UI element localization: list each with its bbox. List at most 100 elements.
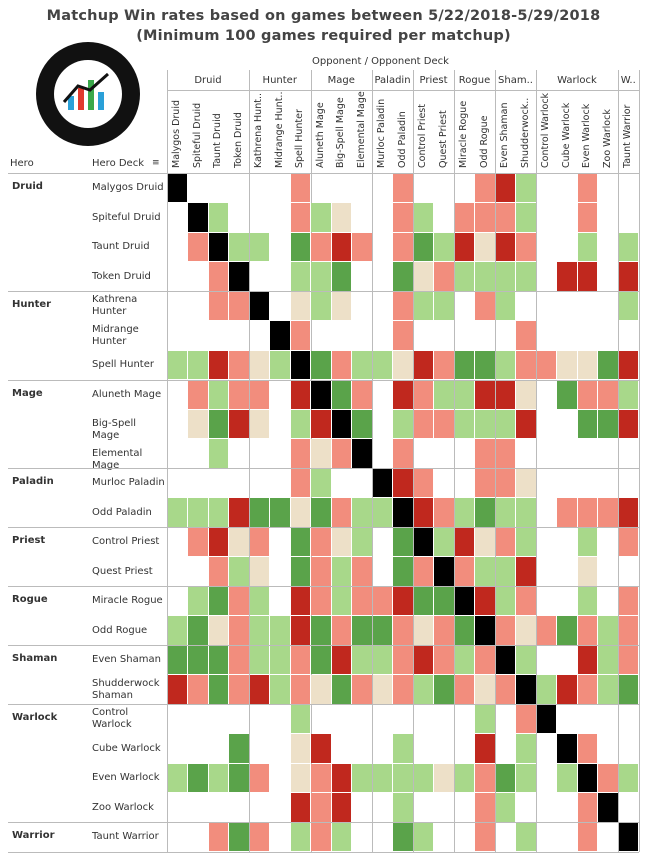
matchup-cell[interactable] — [536, 350, 556, 379]
matchup-cell[interactable] — [167, 763, 187, 792]
matchup-cell[interactable] — [577, 793, 597, 822]
matchup-cell[interactable] — [311, 498, 331, 527]
matchup-cell[interactable] — [434, 645, 454, 674]
matchup-cell[interactable] — [413, 557, 433, 586]
matchup-cell[interactable] — [598, 793, 618, 822]
matchup-cell[interactable] — [475, 586, 495, 615]
matchup-cell[interactable] — [208, 498, 228, 527]
matchup-cell[interactable] — [311, 439, 331, 468]
matchup-cell[interactable] — [516, 704, 536, 733]
matchup-cell[interactable] — [393, 645, 413, 674]
matchup-cell[interactable] — [188, 763, 208, 792]
matchup-cell[interactable] — [188, 498, 208, 527]
matchup-cell[interactable] — [598, 409, 618, 438]
matchup-cell[interactable] — [311, 557, 331, 586]
matchup-cell[interactable] — [393, 262, 413, 291]
matchup-cell[interactable] — [331, 586, 351, 615]
matchup-cell[interactable] — [208, 586, 228, 615]
matchup-cell[interactable] — [331, 203, 351, 232]
matchup-cell[interactable] — [475, 409, 495, 438]
matchup-cell[interactable] — [434, 527, 454, 556]
matchup-cell[interactable] — [454, 557, 474, 586]
matchup-cell[interactable] — [495, 793, 515, 822]
matchup-cell[interactable] — [331, 409, 351, 438]
matchup-cell[interactable] — [331, 350, 351, 379]
matchup-cell[interactable] — [229, 350, 249, 379]
matchup-cell[interactable] — [229, 557, 249, 586]
matchup-cell[interactable] — [311, 734, 331, 763]
matchup-cell[interactable] — [454, 498, 474, 527]
matchup-cell[interactable] — [454, 203, 474, 232]
matchup-cell[interactable] — [311, 763, 331, 792]
matchup-cell[interactable] — [249, 350, 269, 379]
matchup-cell[interactable] — [290, 173, 310, 202]
matchup-cell[interactable] — [208, 439, 228, 468]
matchup-cell[interactable] — [311, 291, 331, 320]
matchup-cell[interactable] — [393, 586, 413, 615]
matchup-cell[interactable] — [475, 232, 495, 261]
matchup-cell[interactable] — [495, 439, 515, 468]
matchup-cell[interactable] — [208, 350, 228, 379]
matchup-cell[interactable] — [208, 262, 228, 291]
matchup-cell[interactable] — [229, 527, 249, 556]
matchup-cell[interactable] — [413, 498, 433, 527]
matchup-cell[interactable] — [516, 409, 536, 438]
matchup-cell[interactable] — [352, 557, 372, 586]
matchup-cell[interactable] — [454, 616, 474, 645]
matchup-cell[interactable] — [249, 527, 269, 556]
matchup-cell[interactable] — [393, 439, 413, 468]
matchup-cell[interactable] — [331, 793, 351, 822]
matchup-cell[interactable] — [270, 498, 290, 527]
matchup-cell[interactable] — [208, 527, 228, 556]
matchup-cell[interactable] — [290, 822, 310, 851]
matchup-cell[interactable] — [475, 734, 495, 763]
matchup-cell[interactable] — [352, 616, 372, 645]
matchup-cell[interactable] — [598, 616, 618, 645]
matchup-cell[interactable] — [618, 350, 638, 379]
matchup-cell[interactable] — [577, 409, 597, 438]
matchup-cell[interactable] — [188, 527, 208, 556]
matchup-cell[interactable] — [249, 763, 269, 792]
matchup-cell[interactable] — [311, 232, 331, 261]
matchup-cell[interactable] — [618, 291, 638, 320]
matchup-cell[interactable] — [413, 527, 433, 556]
matchup-cell[interactable] — [393, 409, 413, 438]
matchup-cell[interactable] — [290, 468, 310, 497]
matchup-cell[interactable] — [393, 675, 413, 704]
matchup-cell[interactable] — [577, 586, 597, 615]
matchup-cell[interactable] — [393, 616, 413, 645]
matchup-cell[interactable] — [311, 527, 331, 556]
matchup-cell[interactable] — [475, 350, 495, 379]
matchup-cell[interactable] — [454, 262, 474, 291]
matchup-cell[interactable] — [434, 557, 454, 586]
matchup-cell[interactable] — [434, 380, 454, 409]
matchup-cell[interactable] — [516, 557, 536, 586]
matchup-cell[interactable] — [249, 586, 269, 615]
matchup-cell[interactable] — [434, 586, 454, 615]
matchup-cell[interactable] — [208, 232, 228, 261]
matchup-cell[interactable] — [577, 203, 597, 232]
matchup-cell[interactable] — [249, 645, 269, 674]
matchup-cell[interactable] — [618, 409, 638, 438]
matchup-cell[interactable] — [495, 498, 515, 527]
matchup-cell[interactable] — [598, 498, 618, 527]
matchup-cell[interactable] — [352, 498, 372, 527]
matchup-cell[interactable] — [311, 645, 331, 674]
matchup-cell[interactable] — [188, 409, 208, 438]
matchup-cell[interactable] — [372, 586, 392, 615]
matchup-cell[interactable] — [516, 498, 536, 527]
matchup-cell[interactable] — [618, 822, 638, 851]
matchup-cell[interactable] — [393, 763, 413, 792]
matchup-cell[interactable] — [475, 822, 495, 851]
matchup-cell[interactable] — [475, 557, 495, 586]
matchup-cell[interactable] — [393, 822, 413, 851]
matchup-cell[interactable] — [352, 586, 372, 615]
matchup-cell[interactable] — [434, 232, 454, 261]
matchup-cell[interactable] — [577, 350, 597, 379]
matchup-cell[interactable] — [536, 675, 556, 704]
matchup-cell[interactable] — [208, 763, 228, 792]
matchup-cell[interactable] — [516, 822, 536, 851]
matchup-cell[interactable] — [516, 321, 536, 350]
matchup-cell[interactable] — [618, 527, 638, 556]
matchup-cell[interactable] — [454, 675, 474, 704]
